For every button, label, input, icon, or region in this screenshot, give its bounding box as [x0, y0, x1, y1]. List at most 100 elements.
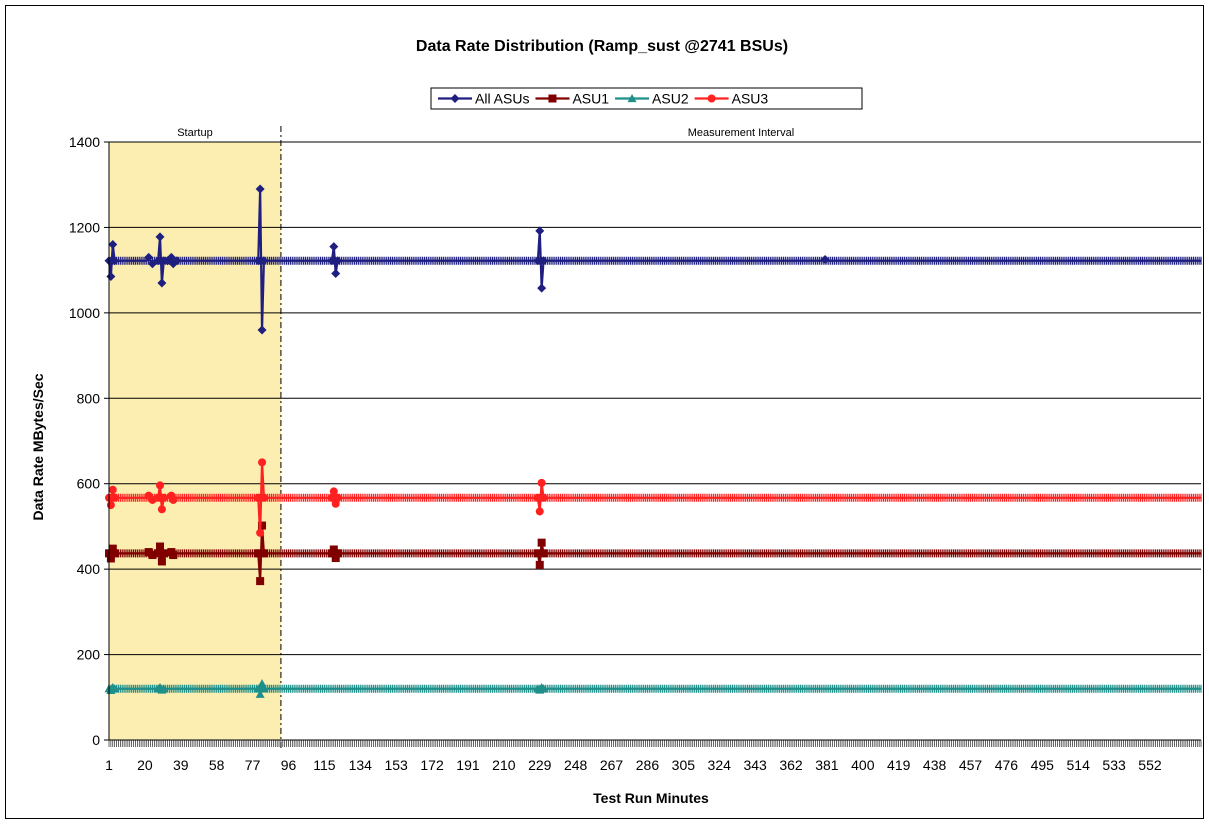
data-point [253, 684, 263, 693]
data-point [254, 549, 263, 558]
x-tick-label: 229 [528, 757, 552, 773]
data-point [535, 507, 544, 516]
data-point [110, 684, 120, 693]
data-point [259, 256, 269, 266]
legend-label: ASU2 [652, 91, 689, 107]
x-tick-label: 134 [349, 757, 373, 773]
x-tick-label: 476 [995, 757, 1019, 773]
region-label: Measurement Interval [688, 127, 794, 139]
x-tick-label: 400 [851, 757, 875, 773]
data-point [537, 478, 546, 487]
data-point [537, 538, 546, 547]
x-tick-label: 457 [959, 757, 983, 773]
data-point [156, 481, 165, 490]
data-point [159, 684, 169, 693]
data-point [820, 254, 830, 264]
data-point [172, 256, 182, 266]
data-point [533, 493, 542, 502]
data-point [153, 256, 163, 266]
data-point [333, 549, 342, 558]
x-tick-label: 1 [105, 757, 113, 773]
x-tick-label: 324 [708, 757, 732, 773]
data-point [144, 252, 154, 262]
chart-svg: Data Rate Distribution (Ramp_sust @2741 … [30, 38, 1202, 806]
x-minor-ticks [108, 740, 1202, 747]
data-point [329, 242, 339, 252]
region-label: Startup [177, 127, 212, 139]
series-asu2 [104, 679, 1202, 698]
x-tick-label: 419 [887, 757, 911, 773]
legend-item: ASU2 [615, 91, 689, 107]
data-point [259, 684, 269, 693]
data-point [159, 549, 168, 558]
data-point [256, 528, 265, 537]
data-point [155, 232, 165, 242]
data-point [166, 252, 176, 262]
y-tick-label: 1400 [69, 134, 100, 150]
x-tick-label: 20 [137, 757, 153, 773]
x-tick-label: 248 [564, 757, 588, 773]
y-tick-label: 400 [77, 561, 101, 577]
legend-swatch-marker [707, 94, 716, 103]
data-point [255, 184, 265, 194]
x-tick-label: 362 [779, 757, 803, 773]
data-point [258, 521, 267, 530]
y-tick-label: 800 [77, 390, 101, 406]
data-point [254, 493, 263, 502]
x-tick-label: 96 [281, 757, 297, 773]
data-point [258, 458, 267, 467]
chart-legend: All ASUs ASU1 ASU2 ASU3 [430, 87, 863, 110]
x-tick-label: 77 [245, 757, 261, 773]
data-point [331, 554, 340, 563]
y-axis-label: Data Rate MBytes/Sec [30, 373, 46, 520]
data-point [333, 256, 343, 266]
data-point [159, 493, 168, 502]
y-tick-label: 1200 [69, 219, 100, 235]
data-point [110, 549, 119, 558]
x-tick-label: 286 [636, 757, 660, 773]
x-tick-label: 191 [456, 757, 480, 773]
data-point [255, 689, 265, 698]
data-point [535, 226, 545, 236]
x-axis-label: Test Run Minutes [593, 790, 709, 806]
series-marker-band [108, 256, 1202, 265]
x-tick-label: 210 [492, 757, 516, 773]
data-point [169, 495, 178, 504]
x-tick-label: 305 [672, 757, 696, 773]
data-point [539, 684, 549, 693]
legend-label: ASU1 [572, 91, 609, 107]
x-tick-label: 495 [1031, 757, 1055, 773]
data-point [257, 325, 267, 335]
data-point [259, 493, 268, 502]
x-tick-label: 39 [173, 757, 189, 773]
x-tick-label: 115 [313, 757, 336, 773]
data-point [256, 577, 265, 586]
y-tick-label: 600 [77, 476, 101, 492]
legend-swatch-marker [450, 94, 460, 103]
data-point [157, 278, 167, 288]
y-tick-label: 1000 [69, 305, 100, 321]
data-point [154, 493, 163, 502]
data-point [259, 549, 268, 558]
data-point [169, 551, 178, 560]
x-tick-label: 153 [384, 757, 408, 773]
x-tick-label: 514 [1067, 757, 1091, 773]
legend-item: ASU3 [694, 91, 768, 107]
legend-swatch-marker [548, 94, 557, 103]
data-point [157, 557, 166, 566]
region-startup-fill [109, 142, 281, 740]
data-point [539, 549, 548, 558]
data-point [327, 493, 336, 502]
data-point [110, 493, 119, 502]
series-asu3 [105, 458, 1202, 537]
data-point [110, 256, 120, 266]
x-tick-label: 533 [1102, 757, 1126, 773]
data-point [533, 256, 543, 266]
data-point [539, 256, 549, 266]
data-point [329, 487, 338, 496]
x-tick-label: 58 [209, 757, 225, 773]
legend-item: ASU1 [535, 91, 609, 107]
x-tick-label: 172 [420, 757, 444, 773]
chart-axes: 0 200 400 600 800 1000 1200 1400 1 20 39 58 77 96 115 1… [69, 134, 1202, 773]
y-tick-label: 200 [77, 647, 101, 663]
